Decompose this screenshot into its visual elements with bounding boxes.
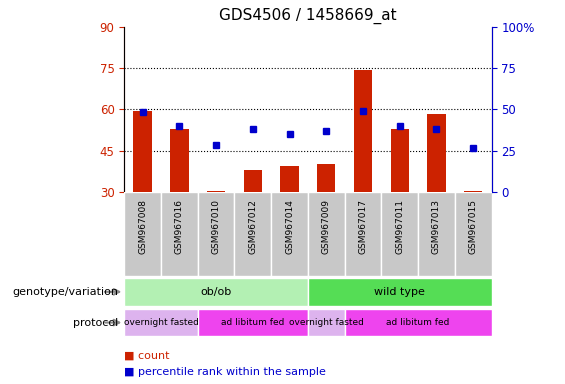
Text: ob/ob: ob/ob (201, 287, 232, 297)
Bar (244, 170, 262, 192)
Bar (345, 309, 492, 336)
Text: overnight fasted: overnight fasted (124, 318, 198, 327)
Bar (317, 164, 336, 192)
Text: GSM967013: GSM967013 (432, 199, 441, 254)
Title: GDS4506 / 1458669_at: GDS4506 / 1458669_at (219, 8, 397, 24)
Text: genotype/variation: genotype/variation (12, 287, 119, 297)
Text: GSM967009: GSM967009 (322, 199, 331, 254)
Bar (308, 192, 345, 276)
Text: GSM967017: GSM967017 (359, 199, 367, 254)
Text: GSM967015: GSM967015 (469, 199, 477, 254)
Text: protocol: protocol (73, 318, 119, 328)
Bar (234, 192, 271, 276)
Bar (161, 192, 198, 276)
Text: ad libitum fed: ad libitum fed (221, 318, 285, 327)
Bar (345, 192, 381, 276)
Text: GSM967016: GSM967016 (175, 199, 184, 254)
Bar (464, 190, 483, 192)
Text: GSM967012: GSM967012 (249, 199, 257, 254)
Bar (133, 111, 152, 192)
Text: GSM967008: GSM967008 (138, 199, 147, 254)
Text: ■ count: ■ count (124, 350, 170, 360)
Bar (455, 192, 492, 276)
Text: overnight fasted: overnight fasted (289, 318, 364, 327)
Bar (381, 192, 418, 276)
Bar (308, 309, 345, 336)
Bar (198, 192, 234, 276)
Bar (124, 309, 198, 336)
Bar (170, 129, 189, 192)
Text: GSM967010: GSM967010 (212, 199, 220, 254)
Bar (124, 192, 161, 276)
Text: ■ percentile rank within the sample: ■ percentile rank within the sample (124, 367, 326, 377)
Bar (207, 190, 225, 192)
Text: GSM967011: GSM967011 (396, 199, 404, 254)
Bar (390, 129, 409, 192)
Bar (198, 309, 308, 336)
Bar (427, 114, 446, 192)
Bar (354, 70, 372, 192)
Text: GSM967014: GSM967014 (285, 199, 294, 254)
Bar (124, 278, 308, 306)
Bar (280, 166, 299, 192)
Bar (418, 192, 455, 276)
Bar (308, 278, 492, 306)
Bar (271, 192, 308, 276)
Text: ad libitum fed: ad libitum fed (386, 318, 450, 327)
Text: wild type: wild type (374, 287, 425, 297)
